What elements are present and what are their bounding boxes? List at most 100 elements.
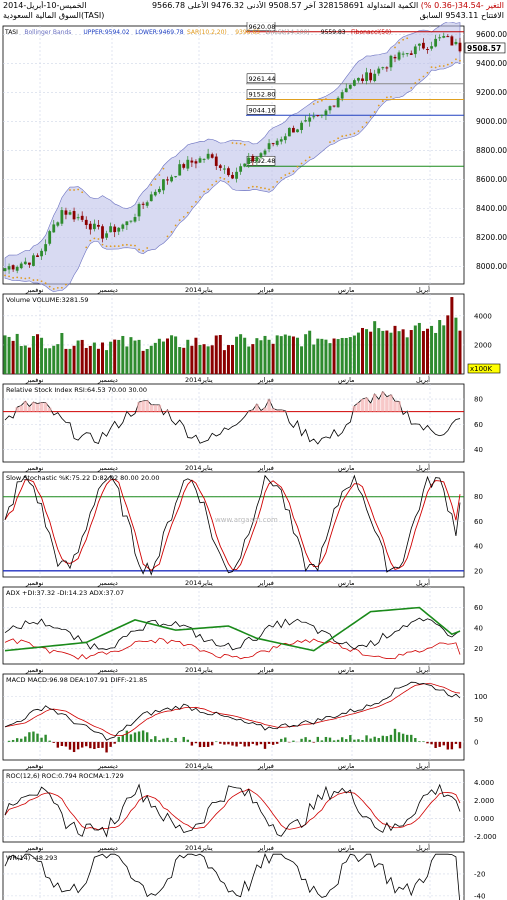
sar-dot	[329, 141, 331, 144]
price-legend-item: LOWER:9469.78	[135, 29, 184, 36]
volume-bar	[279, 336, 283, 374]
price-legend-item: LineSt(14.100)	[265, 29, 309, 36]
macd-histogram-bar	[56, 741, 60, 748]
sar-dot	[81, 191, 84, 194]
price-ytick-label: 9600.00	[476, 30, 507, 39]
sar-dot	[109, 245, 112, 248]
sar-dot	[8, 275, 10, 278]
sar-dot	[353, 132, 356, 135]
sar-dot	[211, 184, 214, 186]
price-legend-item: Bollinger Bands	[24, 29, 71, 36]
sar-dot	[345, 134, 348, 137]
sar-dot	[268, 188, 270, 191]
volume-bar	[405, 337, 409, 374]
candle-body	[255, 157, 259, 162]
volume-bar	[178, 347, 182, 374]
open-text: الافتتاح 9543.11	[445, 11, 504, 20]
macd-ytick-label: 50	[474, 716, 483, 724]
macd-histogram-bar	[251, 741, 255, 744]
volume-bar	[88, 345, 92, 374]
volume-bar	[308, 330, 312, 374]
sar-dot	[219, 176, 222, 179]
sar-dot	[438, 65, 441, 68]
volume-bar	[320, 338, 324, 374]
candle-body	[76, 217, 80, 219]
sar-dot	[459, 59, 461, 62]
sar-dot	[125, 243, 128, 246]
macd-histogram-bar	[20, 738, 23, 742]
candle-body	[336, 97, 340, 108]
macd-histogram-bar	[97, 741, 100, 748]
adx-xtick-label: أبريل	[416, 665, 430, 674]
macd-histogram-bar	[186, 739, 190, 742]
candle-body	[316, 115, 320, 117]
candle-body	[202, 158, 206, 160]
macd-histogram-bar	[64, 741, 68, 747]
volume-bar	[84, 347, 88, 374]
macd-histogram-bar	[7, 740, 11, 742]
sar-dot	[44, 282, 47, 285]
sar-dot	[138, 248, 140, 251]
volume-unit-box	[467, 363, 501, 374]
sar-dot	[174, 224, 177, 227]
volume-ytick-label: 4000	[474, 312, 492, 320]
quote-header-row-1: الخميس-10-أبريل-2014 التغير -34.54(-0.36…	[0, 1, 507, 11]
volume-bar	[417, 322, 421, 374]
candle-body	[352, 80, 356, 86]
sar-dot	[312, 103, 315, 105]
chart-svg: 8000.00 8200.00 8400.00 8600.00 8800.00 9000.…	[2, 22, 507, 900]
sar-dot	[418, 78, 421, 81]
candle-body	[413, 46, 417, 55]
macd-histogram-bar	[219, 741, 222, 744]
sar-dot	[365, 121, 368, 124]
volume-bar	[166, 338, 169, 374]
sar-dot	[300, 162, 303, 165]
volume-bar	[31, 336, 35, 374]
macd-histogram-bar	[76, 741, 80, 750]
volume-bar	[369, 331, 373, 374]
volume-bar	[7, 336, 11, 374]
candle-body	[72, 211, 76, 220]
wr-ytick-label: -40	[474, 892, 485, 900]
adx-xtick-label: فبراير	[257, 666, 274, 674]
candle-body	[162, 179, 165, 191]
sar-dot	[455, 58, 457, 61]
candle-body	[405, 53, 409, 55]
macd-histogram-bar	[182, 736, 185, 742]
macd-histogram-bar	[154, 736, 157, 742]
volume-bar	[64, 348, 68, 374]
volume-bar	[442, 325, 446, 374]
candle-body	[68, 212, 72, 215]
sar-dot	[227, 180, 230, 183]
stochastic-ytick-label: 60	[474, 518, 483, 526]
candle-body	[149, 194, 153, 202]
volume-bar	[446, 315, 450, 374]
volume-bar	[389, 332, 393, 374]
macd-histogram-bar	[332, 740, 336, 742]
date-text: الخميس-10-أبريل-2014	[3, 1, 87, 10]
sar-dot	[20, 277, 23, 279]
sar-dot	[235, 142, 238, 145]
macd-ytick-label: 0	[474, 738, 478, 746]
candle-body	[198, 158, 202, 163]
macd-histogram-bar	[255, 741, 259, 746]
macd-histogram-bar	[137, 731, 141, 742]
roc-xtick-label: مارس	[338, 844, 355, 852]
candle-body	[214, 156, 218, 166]
sar-dot	[32, 279, 35, 281]
price-legend-item: Fibonacci(50)	[351, 29, 391, 36]
adx-frame	[2, 586, 465, 665]
roc-xtick-label: فبراير	[257, 844, 274, 852]
macd-histogram-bar	[377, 738, 380, 742]
candle-body	[105, 233, 108, 238]
stochastic-xtick-label: فبراير	[257, 579, 274, 587]
candle-body	[210, 154, 214, 158]
sar-dot	[113, 245, 116, 248]
candle-body	[129, 220, 133, 222]
volume-bar	[332, 338, 336, 374]
price-ytick-label: 8000.00	[476, 262, 507, 271]
sar-dot	[255, 185, 258, 188]
volume-bar	[239, 334, 243, 374]
candle-body	[206, 153, 210, 159]
fibonacci-label: 8692.48	[249, 157, 276, 165]
